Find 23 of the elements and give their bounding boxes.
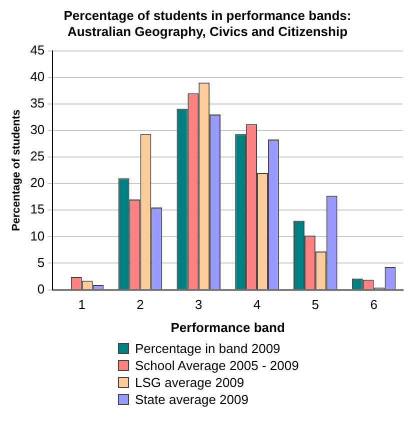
- legend-label: LSG average 2009: [135, 374, 244, 391]
- y-tick-label: 35: [30, 95, 45, 110]
- y-tick-label: 15: [30, 202, 45, 217]
- y-tick-label: 5: [37, 254, 45, 270]
- x-tick-label: 2: [136, 297, 144, 312]
- legend-label: School Average 2005 - 2009: [135, 357, 299, 374]
- y-tick-label: 20: [30, 175, 45, 190]
- y-tick-label: 0: [37, 281, 45, 296]
- y-axis-title: Percentage of students: [10, 109, 23, 232]
- x-tick-label: 5: [312, 297, 320, 312]
- y-tick-label: 10: [30, 228, 45, 244]
- x-tick-label: 4: [253, 297, 261, 312]
- x-tick-label: 6: [370, 297, 378, 312]
- x-tick-label: 3: [195, 297, 202, 312]
- legend-label: State average 2009: [135, 391, 248, 408]
- x-axis-title: Performance band: [170, 320, 285, 335]
- y-tick-label: 25: [30, 148, 45, 164]
- legend-label: Percentage in band 2009: [135, 340, 280, 357]
- y-tick-label: 45: [30, 42, 45, 58]
- chart-title: Percentage of students in performance bands: Australian Geography, Civics and Citizenship: [62, 8, 352, 40]
- y-tick-label: 40: [30, 68, 45, 84]
- x-tick-label: 1: [78, 297, 86, 312]
- y-tick-label: 30: [30, 122, 45, 138]
